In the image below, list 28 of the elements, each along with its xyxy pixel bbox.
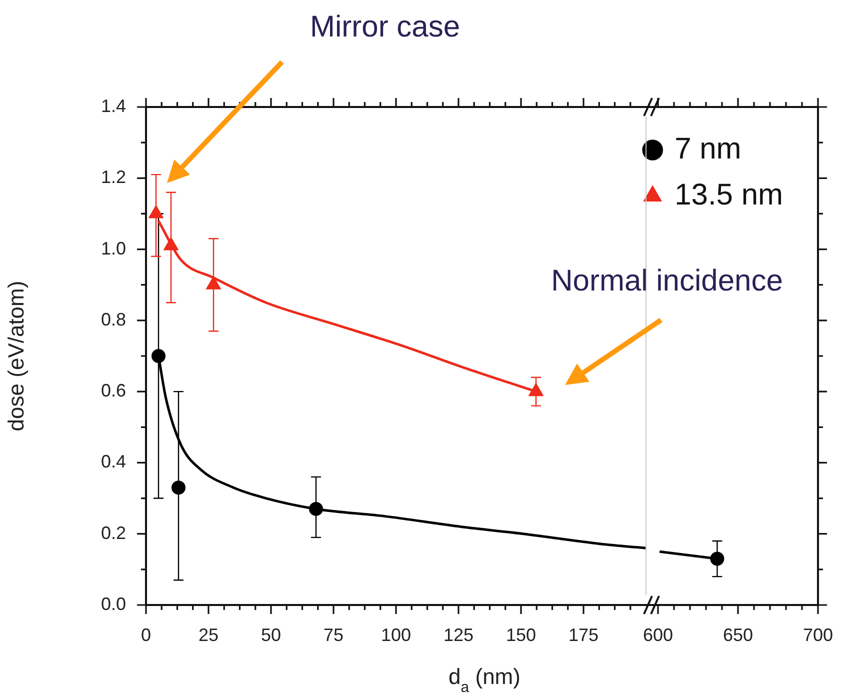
x-tick-label: 650 [722, 624, 754, 645]
y-axis-title: dose (eV/atom) [3, 280, 28, 432]
x-tick-label: 0 [140, 624, 152, 645]
point [148, 205, 164, 218]
y-tick-label: 0.2 [100, 522, 126, 543]
x-tick-label: 150 [506, 624, 536, 645]
x-tick-label: 600 [642, 624, 674, 645]
x-tick-label: 50 [260, 624, 282, 645]
y-tick-label: 0.8 [100, 309, 126, 330]
point [172, 480, 186, 495]
x-tick-label: 25 [198, 624, 219, 645]
x-tick-label: 125 [443, 624, 474, 645]
x-tick-label: 100 [380, 624, 412, 645]
y-tick-label: 1.4 [100, 96, 126, 116]
point [206, 276, 221, 290]
y-tick-label: 0.4 [100, 452, 126, 472]
y-tick-label: 0.6 [100, 380, 126, 401]
legend-label: 7 nm [674, 132, 742, 166]
y-tick-label: 1.0 [100, 238, 126, 258]
annotation: Normal incidence [551, 264, 783, 298]
x-tick-label: 75 [323, 624, 344, 645]
y-tick-label: 1.2 [100, 167, 126, 188]
x-tick-label: 700 [802, 624, 834, 645]
legend-label: 13.5 nm [674, 178, 784, 212]
y-tick-label: 0.0 [100, 594, 126, 614]
text: Mirror case [310, 10, 460, 44]
x-tick-label: 175 [568, 624, 599, 645]
point [152, 349, 166, 363]
